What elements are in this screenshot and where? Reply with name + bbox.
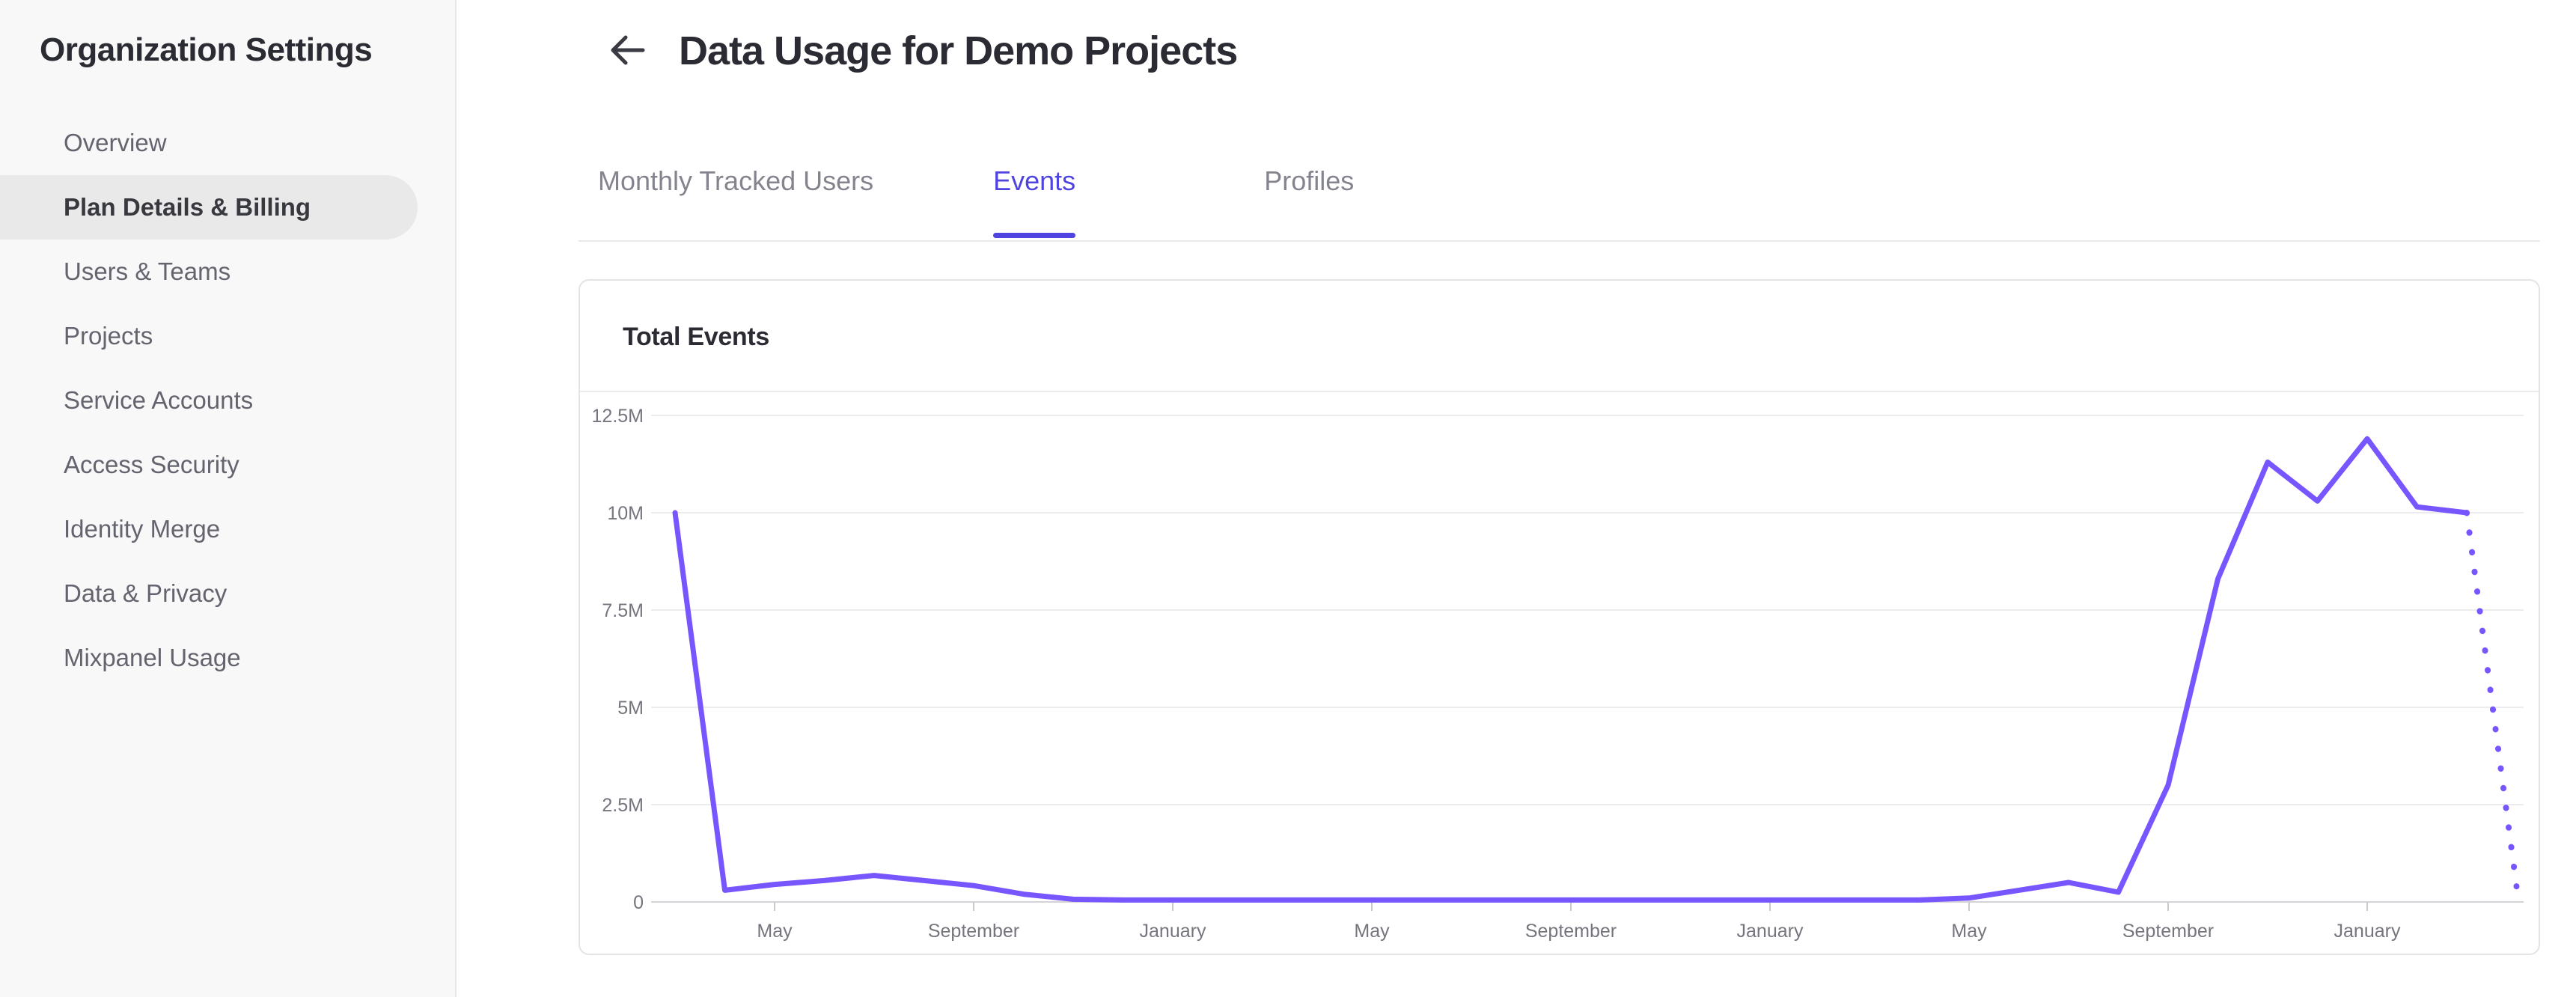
svg-text:10M: 10M [607, 503, 644, 524]
sidebar-item-identity-merge[interactable]: Identity Merge [64, 515, 221, 543]
svg-text:May: May [1354, 921, 1390, 942]
back-button[interactable] [605, 30, 650, 72]
svg-text:September: September [1525, 921, 1617, 942]
card-header: Total Events [580, 281, 2539, 392]
tab-profiles[interactable]: Profiles [1264, 165, 1355, 196]
svg-text:January: January [1140, 921, 1206, 942]
svg-text:12.5M: 12.5M [592, 406, 644, 427]
events-chart: 12.5M 10M 7.5M 5M 2.5M 0 May September January Ma… [580, 392, 2539, 952]
sidebar-item-data-privacy[interactable]: Data & Privacy [64, 579, 228, 607]
svg-text:5M: 5M [617, 698, 644, 719]
sidebar-item-users-teams[interactable]: Users & Teams [64, 257, 231, 285]
tab-monthly-tracked-users[interactable]: Monthly Tracked Users [598, 165, 874, 196]
tab-events[interactable]: Events [993, 165, 1076, 238]
card-title: Total Events [623, 323, 770, 351]
svg-text:2.5M: 2.5M [602, 795, 644, 816]
page-title: Data Usage for Demo Projects [679, 28, 1238, 73]
sidebar-item-mixpanel-usage[interactable]: Mixpanel Usage [64, 644, 241, 671]
sidebar-item-projects[interactable]: Projects [64, 322, 153, 350]
arrow-left-icon [608, 32, 647, 70]
total-events-card: Total Events 12.5M 10M 7.5M 5M 2.5M 0 May Septe… [579, 279, 2540, 955]
sidebar-item-overview[interactable]: Overview [64, 129, 167, 156]
events-chart-svg: 12.5M 10M 7.5M 5M 2.5M 0 May September January Ma… [592, 406, 2524, 942]
organization-settings-sidebar: Organization Settings Overview Plan Detai… [0, 0, 457, 997]
tabs-divider [579, 240, 2540, 242]
sidebar-item-plan-details-billing[interactable]: Plan Details & Billing [0, 175, 418, 240]
sidebar-item-access-security[interactable]: Access Security [64, 451, 239, 478]
main-content: Data Usage for Demo Projects Monthly Tra… [458, 0, 2576, 997]
svg-text:May: May [757, 921, 793, 942]
svg-text:January: January [2334, 921, 2401, 942]
sidebar-nav: Overview Plan Details & Billing Users & Te… [0, 111, 457, 690]
sidebar-title: Organization Settings [40, 31, 373, 68]
svg-text:January: January [1737, 921, 1804, 942]
svg-text:7.5M: 7.5M [602, 600, 644, 621]
svg-text:0: 0 [633, 892, 644, 913]
svg-text:September: September [928, 921, 1019, 942]
svg-text:September: September [2122, 921, 2214, 942]
svg-text:May: May [1951, 921, 1987, 942]
tabs-bar: Monthly Tracked Users Events Profiles [598, 165, 1354, 238]
sidebar-item-service-accounts[interactable]: Service Accounts [64, 386, 254, 414]
